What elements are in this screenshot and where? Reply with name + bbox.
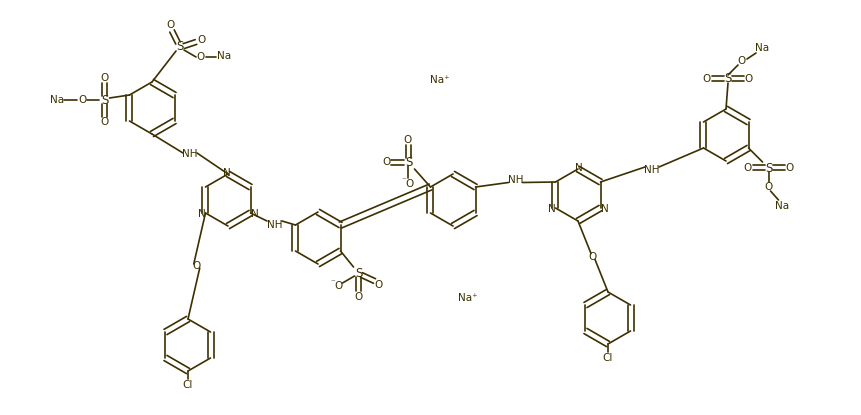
Text: NH: NH (267, 220, 282, 230)
Text: O: O (405, 179, 413, 189)
Text: ⁻: ⁻ (330, 278, 335, 288)
Text: NH: NH (507, 174, 523, 185)
Text: O: O (588, 251, 597, 261)
Text: N: N (547, 204, 554, 214)
Text: Na: Na (50, 95, 65, 105)
Text: Na⁺: Na⁺ (458, 293, 477, 303)
Text: O: O (198, 35, 206, 45)
Text: S: S (101, 93, 108, 107)
Text: S: S (177, 41, 183, 54)
Text: N: N (600, 204, 608, 214)
Text: Na: Na (754, 43, 768, 53)
Text: Cl: Cl (602, 353, 612, 363)
Text: O: O (374, 280, 382, 290)
Text: O: O (167, 20, 175, 30)
Text: O: O (403, 135, 412, 145)
Text: O: O (100, 117, 108, 127)
Text: O: O (334, 281, 342, 291)
Text: O: O (382, 157, 390, 167)
Text: N: N (251, 209, 258, 219)
Text: O: O (764, 182, 771, 192)
Text: O: O (78, 95, 86, 105)
Text: O: O (100, 73, 108, 83)
Text: NH: NH (182, 149, 197, 159)
Text: Na: Na (217, 51, 231, 61)
Text: NH: NH (643, 165, 659, 175)
Text: S: S (355, 266, 362, 279)
Text: O: O (744, 74, 753, 84)
Text: O: O (784, 163, 793, 173)
Text: N: N (197, 209, 205, 219)
Text: S: S (405, 156, 412, 168)
Text: O: O (702, 74, 710, 84)
Text: O: O (192, 261, 201, 271)
Text: O: O (196, 52, 205, 62)
Text: O: O (742, 163, 751, 173)
Text: O: O (737, 56, 746, 66)
Text: N: N (574, 163, 582, 173)
Text: S: S (723, 73, 731, 85)
Text: ⁻: ⁻ (400, 176, 406, 186)
Text: S: S (764, 161, 771, 174)
Text: O: O (354, 292, 362, 302)
Text: Cl: Cl (183, 380, 193, 390)
Text: Na: Na (775, 201, 789, 211)
Text: Na⁺: Na⁺ (430, 75, 449, 85)
Text: N: N (223, 168, 231, 178)
